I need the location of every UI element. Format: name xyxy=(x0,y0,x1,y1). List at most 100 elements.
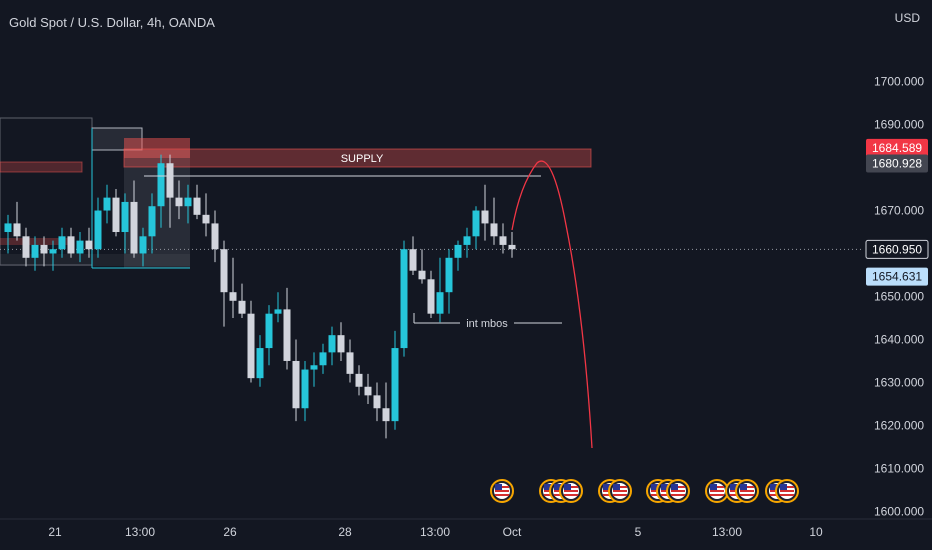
x-tick-label: 21 xyxy=(48,525,62,539)
candle-body xyxy=(265,313,273,349)
candle-body xyxy=(58,236,66,250)
candle-body xyxy=(337,335,345,353)
candle-body xyxy=(67,236,75,254)
x-tick-label: 10 xyxy=(809,525,823,539)
y-tick-label: 1640.000 xyxy=(874,332,924,346)
candle-body xyxy=(481,210,489,224)
candle-body xyxy=(418,270,426,280)
candle-body xyxy=(166,163,174,198)
mbos-label: int mbos xyxy=(466,318,508,330)
candle-body xyxy=(103,197,111,211)
candle-body xyxy=(319,352,327,366)
candle-body xyxy=(121,201,129,233)
us-flag-icon[interactable] xyxy=(705,479,729,503)
price-label-box xyxy=(866,138,928,157)
price-label: 1684.589 xyxy=(872,141,922,155)
candle-body xyxy=(292,360,300,409)
candle-body xyxy=(472,210,480,237)
candle-body xyxy=(463,236,471,245)
candle-body xyxy=(22,236,30,258)
candle-body xyxy=(202,214,210,224)
candle-body xyxy=(373,395,381,409)
supply-zone-left xyxy=(0,161,83,173)
candle-body xyxy=(283,309,291,361)
y-tick-label: 1610.000 xyxy=(874,461,924,475)
candle-body xyxy=(13,223,21,237)
candle-body xyxy=(328,335,336,353)
candle-body xyxy=(346,352,354,374)
candle-body xyxy=(499,236,507,245)
demand-zone-left xyxy=(0,238,72,245)
candle-body xyxy=(400,249,408,349)
candle-body xyxy=(382,408,390,422)
x-tick-label: 5 xyxy=(635,525,642,539)
x-tick-label: 13:00 xyxy=(420,525,450,539)
candle-body xyxy=(247,313,255,379)
candle-body xyxy=(436,292,444,314)
candle-body xyxy=(409,249,417,271)
candle-body xyxy=(229,292,237,301)
candle-body xyxy=(85,240,93,250)
candle-body xyxy=(157,163,165,207)
candle-body xyxy=(193,197,201,215)
price-label: 1660.950 xyxy=(872,242,922,256)
candle-body xyxy=(148,206,156,237)
symbol-title[interactable]: Gold Spot / U.S. Dollar, 4h, OANDA xyxy=(9,15,215,30)
candle-body xyxy=(211,223,219,250)
price-label: 1654.631 xyxy=(872,270,922,284)
candle-body xyxy=(94,210,102,250)
candle-body xyxy=(454,244,462,258)
y-tick-label: 1650.000 xyxy=(874,289,924,303)
candle-body xyxy=(139,236,147,254)
projection-curve xyxy=(511,160,593,449)
candle-body xyxy=(490,223,498,237)
candle-body xyxy=(301,369,309,409)
supply-zone xyxy=(123,148,592,168)
candle-body xyxy=(391,348,399,422)
us-flag-icon[interactable] xyxy=(559,479,583,503)
y-tick-label: 1600.000 xyxy=(874,504,924,518)
x-tick-label: 26 xyxy=(223,525,237,539)
x-tick-label: 28 xyxy=(338,525,352,539)
x-tick-label: Oct xyxy=(503,525,522,539)
candle-body xyxy=(49,249,57,254)
candle-body xyxy=(310,365,318,370)
price-label-box xyxy=(865,239,929,259)
y-tick-label: 1630.000 xyxy=(874,375,924,389)
candle-body xyxy=(274,309,282,314)
candle-body xyxy=(256,348,264,379)
currency-label: USD xyxy=(894,11,920,25)
candle-body xyxy=(427,279,435,314)
price-label: 1680.928 xyxy=(872,157,922,171)
us-flag-icon[interactable] xyxy=(666,479,690,503)
price-label-box xyxy=(866,267,928,286)
candle-body xyxy=(175,197,183,207)
y-tick-label: 1690.000 xyxy=(874,118,924,132)
order-block-red xyxy=(124,138,190,158)
supply-label: SUPPLY xyxy=(341,153,384,165)
y-tick-label: 1620.000 xyxy=(874,418,924,432)
y-tick-label: 1700.000 xyxy=(874,75,924,89)
y-tick-label: 1670.000 xyxy=(874,204,924,218)
us-flag-icon[interactable] xyxy=(490,479,514,503)
candle-body xyxy=(184,197,192,207)
candle-body xyxy=(130,201,138,254)
price-label-box xyxy=(866,154,928,173)
candle-body xyxy=(355,373,363,387)
candle-body xyxy=(364,386,372,396)
candle-body xyxy=(508,244,516,250)
candle-body xyxy=(76,240,84,254)
us-flag-icon[interactable] xyxy=(775,479,799,503)
candle-body xyxy=(238,300,246,314)
candle-body xyxy=(112,197,120,233)
candle-body xyxy=(40,244,48,254)
us-flag-icon[interactable] xyxy=(735,479,759,503)
candle-body xyxy=(220,249,228,293)
x-tick-label: 13:00 xyxy=(125,525,155,539)
x-tick-label: 13:00 xyxy=(712,525,742,539)
candle-body xyxy=(4,223,12,233)
us-flag-icon[interactable] xyxy=(608,479,632,503)
candle-body xyxy=(445,257,453,293)
candle-body xyxy=(31,244,39,258)
